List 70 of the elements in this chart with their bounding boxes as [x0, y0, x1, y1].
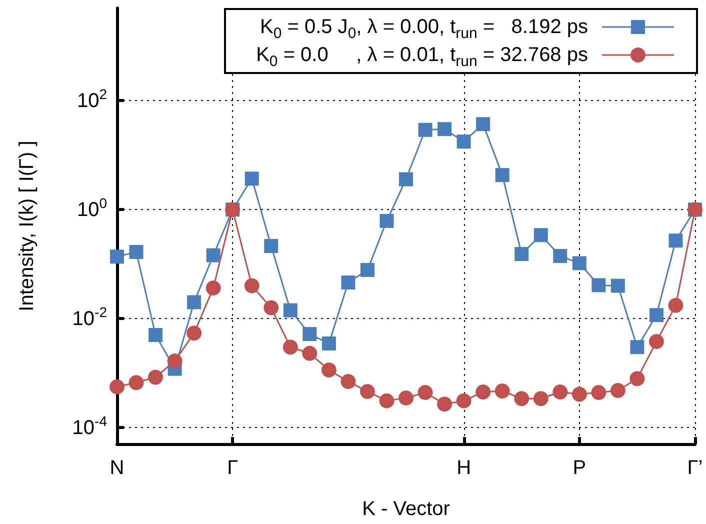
x-axis-title: K - Vector [362, 498, 450, 520]
x-tick-label: Γ [227, 457, 238, 479]
point [322, 336, 336, 350]
point [321, 362, 336, 378]
point [110, 250, 124, 264]
point [360, 262, 374, 277]
point [534, 228, 548, 242]
point [341, 275, 356, 290]
point [167, 353, 182, 368]
point [630, 340, 644, 354]
legend-label: K$_{0}$ = 0.0 , λ = 0.01, t$_{run}$ = 32.768 ps [256, 44, 588, 70]
point [302, 346, 318, 361]
point [495, 168, 510, 182]
point [148, 370, 164, 385]
x-tick-label: H [456, 457, 472, 479]
point [552, 384, 568, 400]
point [264, 300, 279, 316]
x-tick-label: Γ’ [687, 457, 703, 479]
x-tick-label: P [572, 457, 586, 479]
point [476, 117, 490, 132]
point [418, 122, 432, 137]
y-tick-label: 10$^{-2}$ [72, 304, 107, 330]
point [110, 379, 124, 394]
y-tick-label: 10$^{0}$ [76, 194, 107, 221]
y-tick-label: 10$^{2}$ [76, 86, 107, 112]
point [572, 256, 586, 270]
point [591, 385, 606, 400]
legend-label: K$_{0}$ = 0.5 J$_{0}$, λ = 0.00, t$_{run}$ = 8.192 ps [260, 16, 588, 42]
point [610, 382, 626, 398]
point [148, 328, 163, 342]
point [610, 278, 625, 293]
point [206, 248, 220, 262]
point [494, 383, 510, 398]
point [592, 278, 606, 292]
point [514, 391, 530, 406]
y-axis-title: Intensity, I(k) [ I(Γ) ] [16, 140, 38, 312]
point [128, 375, 144, 390]
point [533, 391, 548, 406]
point [553, 248, 568, 263]
point [630, 371, 645, 386]
point [264, 238, 278, 253]
point [206, 280, 221, 296]
point [514, 247, 529, 262]
point [649, 308, 664, 322]
point [668, 298, 684, 313]
point [340, 374, 356, 390]
point [572, 386, 587, 402]
point [648, 334, 664, 349]
point [282, 340, 298, 355]
point [244, 172, 259, 186]
point [437, 396, 452, 412]
point [244, 278, 260, 294]
point [360, 384, 375, 399]
point [379, 393, 394, 408]
point [418, 385, 433, 400]
point [456, 134, 471, 149]
point [476, 384, 491, 400]
point [129, 244, 144, 259]
point [380, 214, 394, 228]
point [283, 303, 298, 318]
y-tick-label: 10$^{-4}$ [72, 412, 107, 439]
point [456, 393, 472, 408]
point [399, 172, 413, 186]
point [302, 327, 317, 342]
point [187, 295, 202, 310]
point [438, 122, 452, 136]
point [398, 390, 414, 406]
point [186, 326, 202, 341]
x-tick-label: N [110, 457, 124, 479]
point [668, 234, 683, 248]
